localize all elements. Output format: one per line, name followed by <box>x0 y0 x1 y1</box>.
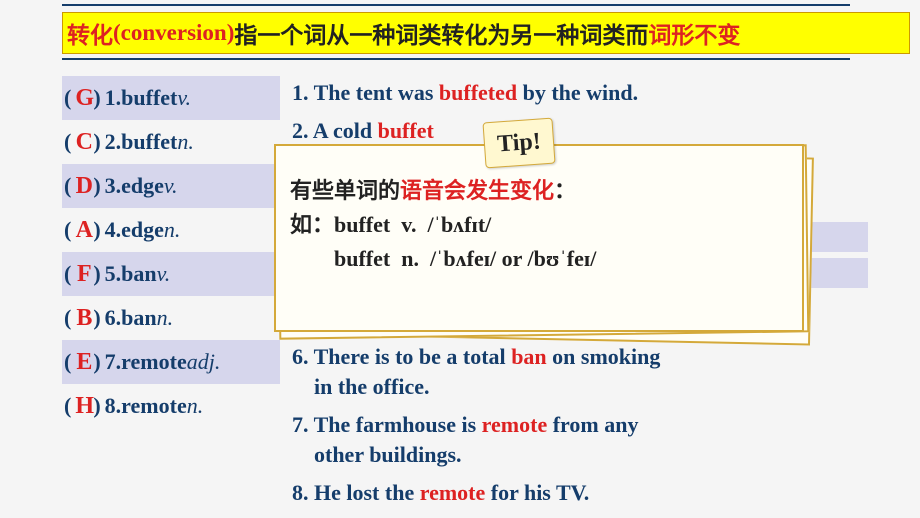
item-word: ban <box>121 261 156 287</box>
s6a: 6. There is to be a total <box>292 344 511 369</box>
tip-line1: 有些单词的语音会发生变化： <box>290 174 788 208</box>
tip-sheet-front: 有些单词的语音会发生变化： 如：buffet v. /ˈbʌfɪt/ buffe… <box>274 144 804 332</box>
item-pos: n. <box>164 217 181 243</box>
sentence-6: 6. There is to be a total ban on smoking… <box>292 340 868 408</box>
close-paren: ) <box>93 217 100 243</box>
close-paren: ) <box>93 349 100 375</box>
tip-box: 有些单词的语音会发生变化： 如：buffet v. /ˈbʌfɪt/ buffe… <box>274 144 804 332</box>
tl1b: 语音会发生变化 <box>400 178 554 203</box>
s1c: by the wind. <box>517 80 638 105</box>
close-paren: ) <box>93 261 100 287</box>
answer-letter: B <box>75 305 93 332</box>
list-item-7: ( E) 7. remote adj. <box>62 340 280 384</box>
list-item-5: ( F) 5. ban v. <box>62 252 280 296</box>
s8c: for his TV. <box>485 480 589 505</box>
item-pos: n. <box>187 393 204 419</box>
s1a: 1. The tent was <box>292 80 439 105</box>
item-num: 7. <box>105 349 122 375</box>
item-num: 8. <box>105 393 122 419</box>
sentence-1: 1. The tent was buffeted by the wind. <box>292 76 868 114</box>
tip-line3: buffet n. /ˈbʌfeɪ/ or /bʊˈfeɪ/ <box>290 242 788 276</box>
list-item-2: ( C) 2. buffet n. <box>62 120 280 164</box>
item-word: ban <box>121 305 156 331</box>
close-paren: ) <box>93 85 100 111</box>
banner-part4: 词形不变 <box>648 16 740 50</box>
list-item-6: ( B) 6. ban n. <box>62 296 280 340</box>
s2a: 2. A cold <box>292 118 378 143</box>
s1b: buffeted <box>439 80 517 105</box>
item-pos: adj. <box>187 349 221 375</box>
sentence-7: 7. The farmhouse is remote from any othe… <box>292 408 868 476</box>
item-word: remote <box>121 349 187 375</box>
open-paren: ( <box>64 393 71 419</box>
answer-letter: E <box>75 349 93 376</box>
tip-label: Tip! <box>482 118 555 169</box>
item-word: edge <box>121 217 164 243</box>
open-paren: ( <box>64 349 71 375</box>
open-paren: ( <box>64 261 71 287</box>
answer-letter: A <box>75 217 93 244</box>
item-word: remote <box>121 393 187 419</box>
tl1c: ： <box>554 178 576 203</box>
left-column: ( G) 1. buffet v.( C) 2. buffet n.( D) 3… <box>62 76 280 428</box>
banner-part2: (conversion) <box>113 20 234 46</box>
open-paren: ( <box>64 305 71 331</box>
banner-part1: 转化 <box>67 16 113 50</box>
item-num: 4. <box>105 217 122 243</box>
close-paren: ) <box>93 129 100 155</box>
s6c: on smoking <box>547 344 661 369</box>
answer-letter: C <box>75 129 93 156</box>
s6d: in the office. <box>292 374 429 399</box>
item-num: 2. <box>105 129 122 155</box>
list-item-3: ( D) 3. edge v. <box>62 164 280 208</box>
s6b: ban <box>511 344 546 369</box>
item-num: 5. <box>105 261 122 287</box>
tip-line2: 如：buffet v. /ˈbʌfɪt/ <box>290 208 788 242</box>
list-item-1: ( G) 1. buffet v. <box>62 76 280 120</box>
item-num: 3. <box>105 173 122 199</box>
s8a: 8. He lost the <box>292 480 420 505</box>
s8b: remote <box>420 480 486 505</box>
item-word: buffet <box>121 85 177 111</box>
close-paren: ) <box>93 173 100 199</box>
banner: 转化(conversion)指一个词从一种词类转化为另一种词类而词形不变 <box>62 12 910 54</box>
tl1a: 有些单词的 <box>290 178 400 203</box>
list-item-4: ( A) 4. edge n. <box>62 208 280 252</box>
banner-part3: 指一个词从一种词类转化为另一种词类而 <box>234 16 648 50</box>
answer-letter: D <box>75 173 93 200</box>
tip-content: 有些单词的语音会发生变化： 如：buffet v. /ˈbʌfɪt/ buffe… <box>290 174 788 276</box>
open-paren: ( <box>64 129 71 155</box>
item-pos: n. <box>157 305 174 331</box>
open-paren: ( <box>64 217 71 243</box>
answer-letter: G <box>75 85 93 112</box>
sentence-8: 8. He lost the remote for his TV. <box>292 476 868 514</box>
close-paren: ) <box>93 393 100 419</box>
s7a: 7. The farmhouse is <box>292 412 482 437</box>
item-num: 1. <box>105 85 122 111</box>
s7c: from any <box>547 412 638 437</box>
item-pos: n. <box>177 129 194 155</box>
item-word: buffet <box>121 129 177 155</box>
s7b: remote <box>482 412 548 437</box>
list-item-8: ( H) 8. remote n. <box>62 384 280 428</box>
item-num: 6. <box>105 305 122 331</box>
answer-letter: H <box>75 393 93 420</box>
item-pos: v. <box>164 173 178 199</box>
open-paren: ( <box>64 173 71 199</box>
s7d: other buildings. <box>292 442 462 467</box>
answer-letter: F <box>75 261 93 288</box>
s2b: buffet <box>378 118 434 143</box>
item-pos: v. <box>157 261 171 287</box>
item-pos: v. <box>177 85 191 111</box>
open-paren: ( <box>64 85 71 111</box>
item-word: edge <box>121 173 164 199</box>
close-paren: ) <box>93 305 100 331</box>
